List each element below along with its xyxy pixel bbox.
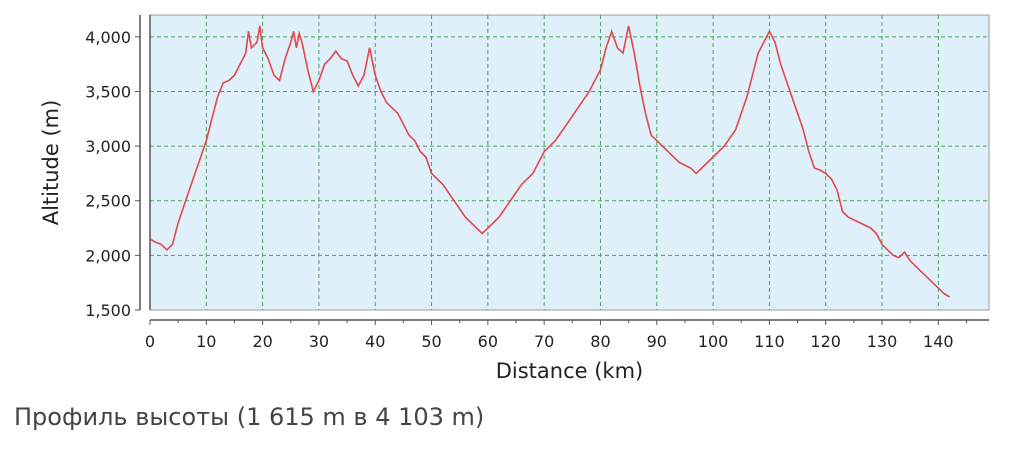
x-tick-label: 90 [647, 332, 667, 351]
x-tick-label: 0 [145, 332, 155, 351]
elevation-profile-chart: 0 10 20 30 40 50 60 70 80 90 100 110 120 130 140 1,500… [39, 14, 990, 383]
x-axis-label: Distance (km) [496, 359, 644, 383]
altitude-line [149, 25, 951, 298]
x-tick-label: 110 [754, 332, 785, 351]
x-tick-label: 130 [867, 332, 898, 351]
x-tick-label: 20 [252, 332, 272, 351]
x-tick-label: 40 [365, 332, 385, 351]
x-tick-label: 70 [534, 332, 554, 351]
x-tick-label: 50 [421, 332, 441, 351]
gridlines [150, 15, 989, 310]
x-tick-label: 120 [810, 332, 841, 351]
x-tick-label: 10 [196, 332, 216, 351]
x-axis-ticks: 0 10 20 30 40 50 60 70 80 90 100 110 120 130 140 [145, 320, 967, 351]
y-tick-label: 3,000 [85, 137, 131, 156]
x-tick-label: 80 [590, 332, 610, 351]
y-tick-label: 3,500 [85, 82, 131, 101]
axes [139, 15, 989, 321]
y-axis-label: Altitude (m) [39, 100, 63, 226]
elevation-caption: Профиль высоты (1 615 m в 4 103 m) [14, 403, 485, 431]
x-tick-label: 60 [478, 332, 498, 351]
y-tick-label: 2,500 [85, 192, 131, 211]
x-tick-label: 140 [923, 332, 954, 351]
y-tick-label: 4,000 [85, 28, 131, 47]
y-tick-label: 1,500 [85, 301, 131, 320]
x-tick-label: 30 [309, 332, 329, 351]
plot-area [149, 14, 990, 311]
x-tick-label: 100 [698, 332, 729, 351]
y-axis-ticks: 1,500 2,000 2,500 3,000 3,500 4,000 [85, 28, 140, 320]
y-tick-label: 2,000 [85, 246, 131, 265]
